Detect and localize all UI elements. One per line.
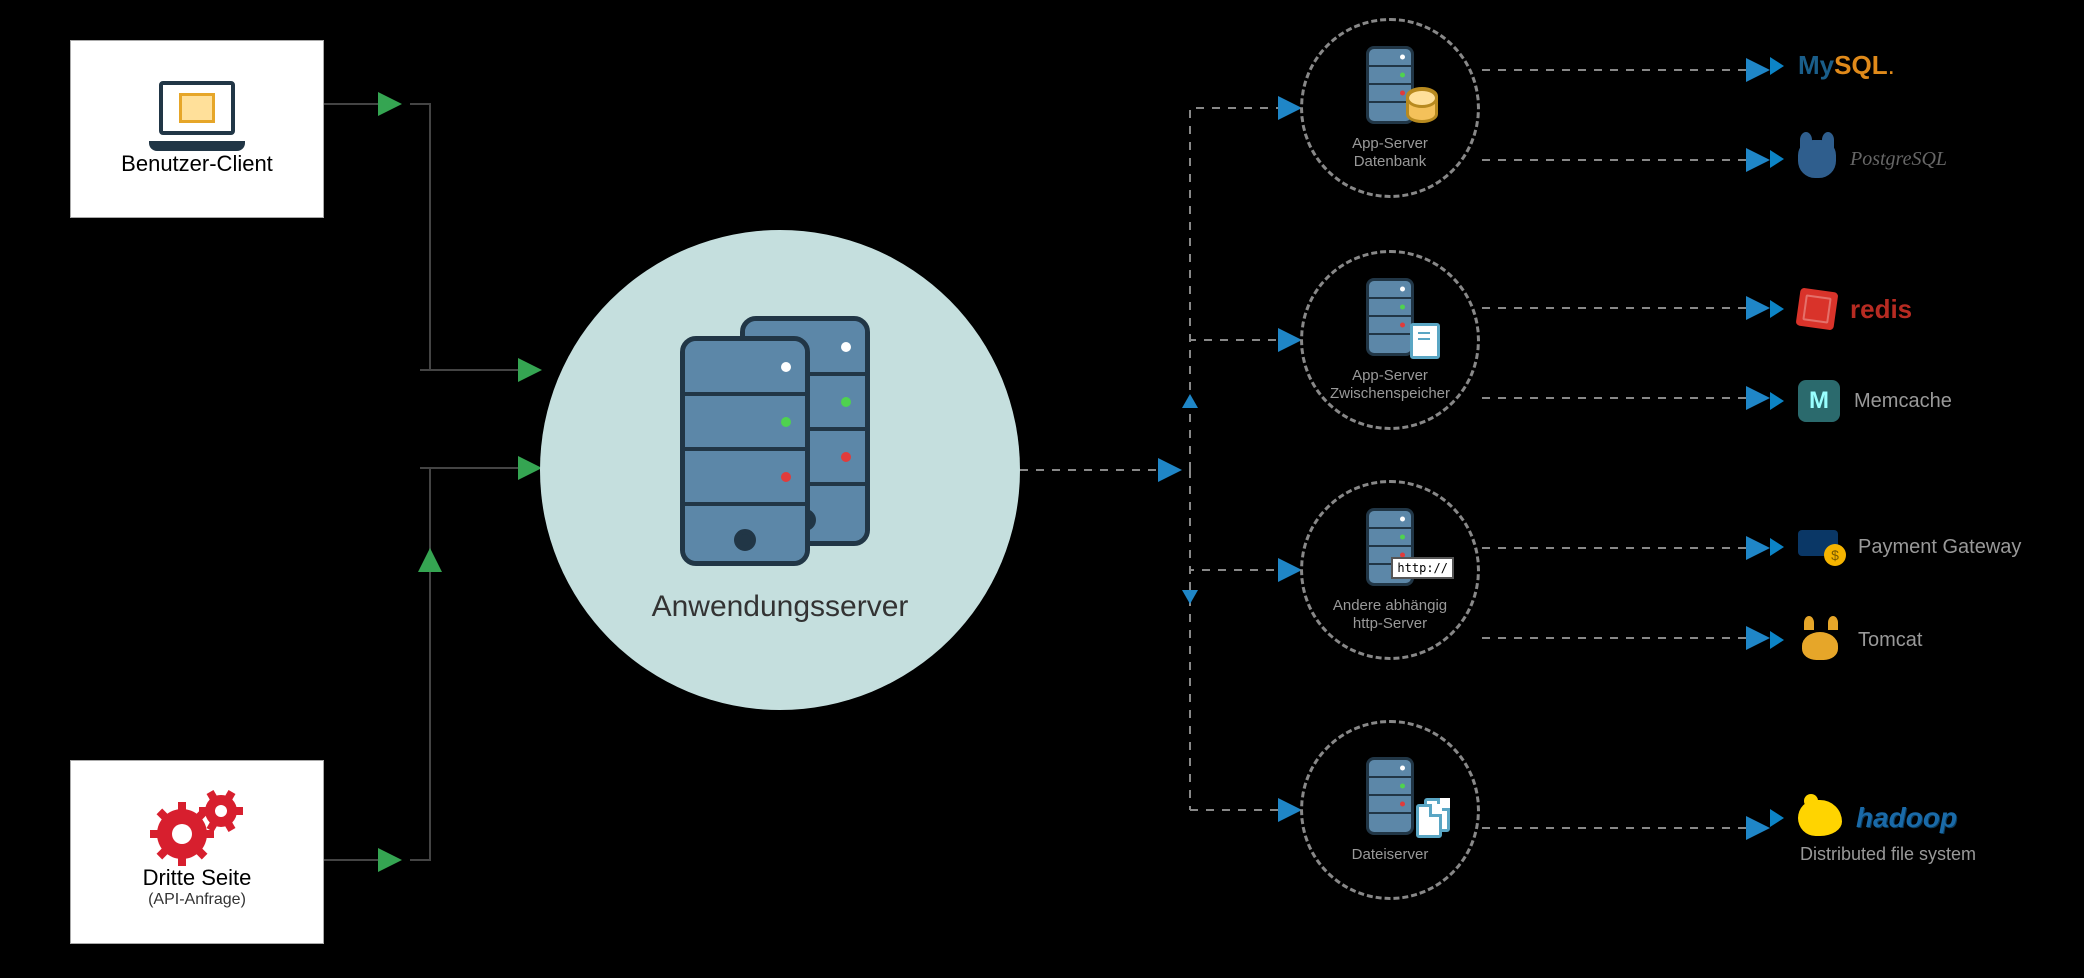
chevron-icon xyxy=(1770,809,1784,827)
postgres-icon xyxy=(1798,140,1836,178)
node-cache: App-ServerZwischenspeicher xyxy=(1300,250,1480,430)
tomcat-label: Tomcat xyxy=(1858,629,1922,652)
chevron-icon xyxy=(1770,300,1784,318)
node-cache-label1: App-Server xyxy=(1352,367,1428,384)
chevron-icon xyxy=(1770,57,1784,75)
mini-server-icon xyxy=(1366,278,1414,356)
item-redis: redis xyxy=(1770,290,1912,328)
chevron-icon xyxy=(1770,538,1784,556)
memcache-icon: M xyxy=(1798,380,1840,422)
third-party-subtitle: (API-Anfrage) xyxy=(148,891,246,909)
payment-label: Payment Gateway xyxy=(1858,536,2021,559)
mini-server-icon xyxy=(1366,757,1414,835)
node-database: App-ServerDatenbank xyxy=(1300,18,1480,198)
hadoop-sublabel: Distributed file system xyxy=(1800,844,1976,865)
chevron-icon xyxy=(1770,392,1784,410)
chevron-icon xyxy=(1770,150,1784,168)
server-rack-icon xyxy=(680,316,880,566)
application-server-circle: Anwendungsserver xyxy=(540,230,1020,710)
postgres-label: PostgreSQL xyxy=(1850,148,1947,171)
database-icon xyxy=(1406,87,1438,123)
item-memcache: M Memcache xyxy=(1770,380,1952,422)
item-tomcat: Tomcat xyxy=(1770,620,1922,660)
mysql-logo: MySQL. xyxy=(1798,50,1895,81)
documents-icon xyxy=(1416,804,1442,838)
node-db-label2: Datenbank xyxy=(1354,153,1427,170)
node-cache-label2: Zwischenspeicher xyxy=(1330,385,1450,402)
item-postgres: PostgreSQL xyxy=(1770,140,1947,178)
node-http-label1: Andere abhängig xyxy=(1333,597,1447,614)
memcache-label: Memcache xyxy=(1854,390,1952,413)
hadoop-icon xyxy=(1798,800,1842,836)
cache-card-icon xyxy=(1410,323,1440,359)
item-mysql: MySQL. xyxy=(1770,50,1895,81)
laptop-icon xyxy=(149,81,245,151)
third-party-box: Dritte Seite (API-Anfrage) xyxy=(70,760,324,944)
gears-icon xyxy=(157,795,237,865)
tomcat-icon xyxy=(1798,620,1844,660)
third-party-title: Dritte Seite xyxy=(143,865,252,891)
redis-label: redis xyxy=(1850,294,1912,325)
http-tag-icon: http:// xyxy=(1391,557,1454,579)
node-http: http:// Andere abhängighttp-Server xyxy=(1300,480,1480,660)
node-http-label2: http-Server xyxy=(1353,615,1427,632)
item-hadoop: hadoop Distributed file system xyxy=(1770,800,1976,865)
item-payment: $ Payment Gateway xyxy=(1770,530,2021,564)
node-db-label1: App-Server xyxy=(1352,135,1428,152)
node-fileserver: Dateiserver xyxy=(1300,720,1480,900)
node-file-label1: Dateiserver xyxy=(1352,846,1429,863)
user-client-box: Benutzer-Client xyxy=(70,40,324,218)
redis-icon xyxy=(1796,288,1839,331)
user-client-title: Benutzer-Client xyxy=(121,151,273,177)
payment-icon: $ xyxy=(1798,530,1844,564)
hadoop-label: hadoop xyxy=(1856,802,1957,834)
application-server-label: Anwendungsserver xyxy=(652,590,909,624)
chevron-icon xyxy=(1770,631,1784,649)
